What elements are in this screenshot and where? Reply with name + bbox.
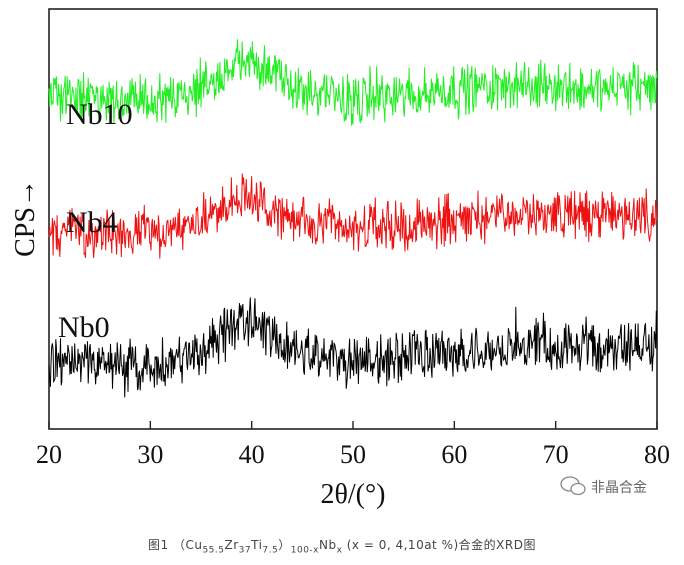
caption-sub: 37 xyxy=(238,545,252,556)
series-line-nb0 xyxy=(48,297,658,398)
caption-text: Nb xyxy=(319,538,337,552)
caption-sub: x xyxy=(336,545,343,556)
x-tick-label: 20 xyxy=(36,440,62,469)
xrd-chart: 20 30 40 50 60 70 80 Nb10 Nb4 Nb0 2θ/(°) CPS→ 非晶… xyxy=(10,8,670,510)
series-line-nb10 xyxy=(48,39,658,126)
x-tick-label: 60 xyxy=(441,440,467,469)
caption-sub: 7.5 xyxy=(262,545,279,556)
x-tick-label: 70 xyxy=(543,440,569,469)
wechat-icon xyxy=(560,476,586,496)
series-label-nb4: Nb4 xyxy=(66,206,118,239)
caption-suffix: (x = 0, 4,10at %)合金的XRD图 xyxy=(342,538,536,552)
caption-sub: 100-x xyxy=(290,545,320,556)
caption-text: ） xyxy=(278,538,291,552)
x-tick-label: 80 xyxy=(644,440,670,469)
figure-caption: 图1 （Cu55.5Zr37Ti7.5）100-xNbx (x = 0, 4,1… xyxy=(0,536,684,555)
caption-sub: 55.5 xyxy=(202,545,225,556)
x-tick-label: 50 xyxy=(340,440,366,469)
series-label-nb0: Nb0 xyxy=(58,311,110,344)
y-axis-title: CPS→ xyxy=(10,179,41,257)
series-label-nb10: Nb10 xyxy=(66,98,133,131)
x-tick-label: 40 xyxy=(239,440,265,469)
x-ticks: 20 30 40 50 60 70 80 xyxy=(36,421,670,469)
series-layer xyxy=(48,39,658,398)
caption-text: Ti xyxy=(251,538,263,552)
x-tick-label: 30 xyxy=(137,440,163,469)
series-labels: Nb10 Nb4 Nb0 xyxy=(58,98,133,344)
caption-text: Zr xyxy=(224,538,239,552)
caption-prefix: 图1 （Cu xyxy=(148,538,203,552)
x-axis-title: 2θ/(°) xyxy=(320,479,385,510)
series-line-nb4 xyxy=(48,173,658,259)
watermark: 非晶合金 xyxy=(560,476,647,496)
watermark-text: 非晶合金 xyxy=(591,480,647,496)
